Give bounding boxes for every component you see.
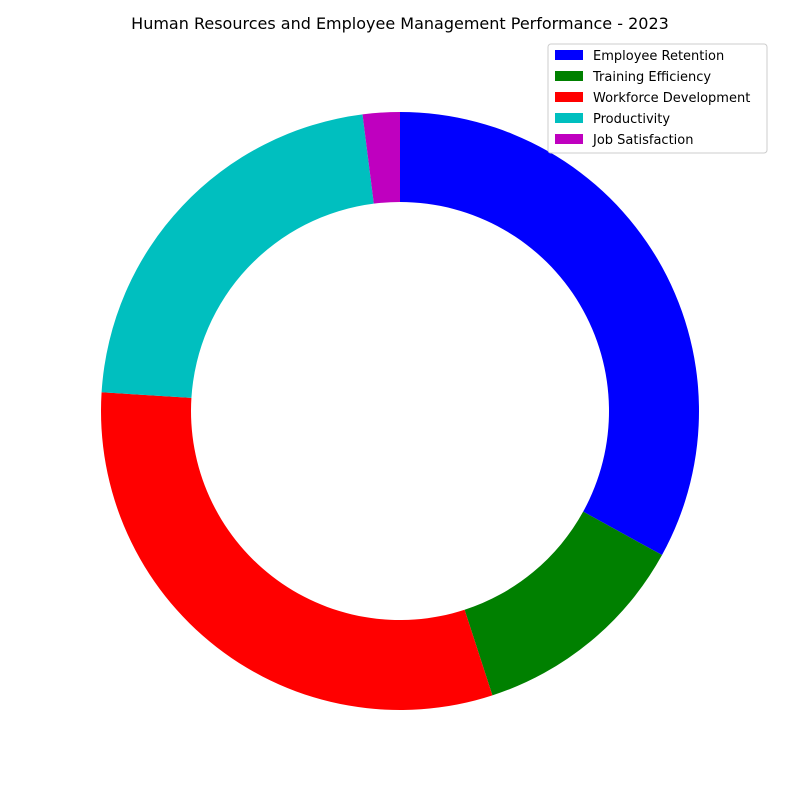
chart-title: Human Resources and Employee Management … (131, 14, 669, 33)
legend-label: Employee Retention (593, 49, 724, 64)
legend-label: Workforce Development (593, 91, 750, 106)
legend: Employee Retention Training Efficiency Wor… (547, 43, 768, 154)
legend-swatch (555, 71, 583, 81)
slice-training-efficiency (464, 511, 663, 696)
legend-label: Job Satisfaction (592, 133, 693, 148)
legend-frame (547, 43, 768, 154)
slice-job-satisfaction (362, 112, 400, 204)
legend-swatch (555, 92, 583, 102)
legend-swatch (555, 134, 583, 144)
legend-label: Productivity (593, 112, 670, 127)
slice-productivity (101, 114, 374, 398)
slice-workforce-development (100, 392, 493, 711)
legend-label: Training Efficiency (592, 70, 711, 85)
legend-swatch (555, 50, 583, 60)
slice-employee-retention (400, 112, 699, 556)
donut-slices (100, 112, 699, 711)
legend-swatch (555, 113, 583, 123)
